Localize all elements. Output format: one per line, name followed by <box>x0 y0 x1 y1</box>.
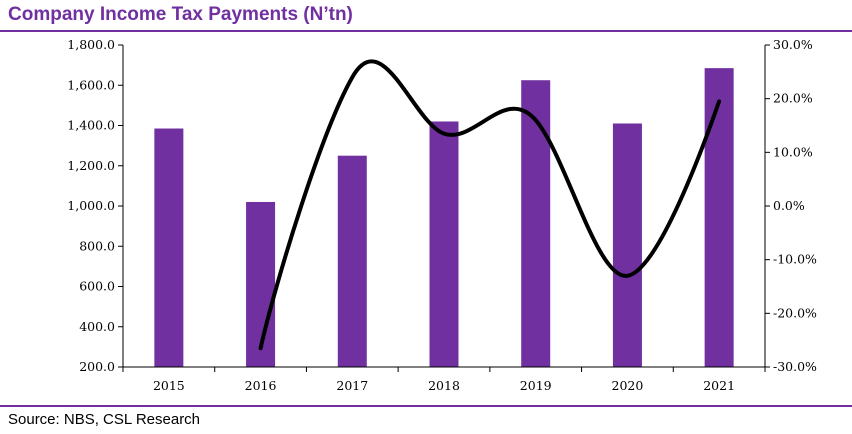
right-tick-label: -20.0% <box>773 305 817 320</box>
left-tick-label: 1,200.0 <box>67 158 115 173</box>
x-tick-label: 2021 <box>703 378 735 393</box>
left-tick-label: 200.0 <box>79 359 115 374</box>
bar-2015 <box>154 128 184 367</box>
x-tick-label: 2017 <box>336 378 368 393</box>
chart-title: Company Income Tax Payments (N’tn) <box>8 4 353 25</box>
growth-line-series <box>258 59 722 351</box>
right-tick-label: -30.0% <box>773 359 817 374</box>
right-tick-label: -10.0% <box>773 252 817 267</box>
left-tick-label: 1,400.0 <box>67 118 115 133</box>
x-tick-label: 2018 <box>428 378 460 393</box>
source-note: Source: NBS, CSL Research <box>8 411 201 428</box>
x-tick-label: 2020 <box>612 378 644 393</box>
left-tick-label: 400.0 <box>79 319 115 334</box>
axes: 200.0 400.0 600.0 800.0 1,000.0 1,200.0 1,400.… <box>67 37 817 393</box>
bar-2018 <box>429 121 459 367</box>
bar-2019 <box>521 80 551 367</box>
right-tick-label: 20.0% <box>773 91 813 106</box>
right-tick-label: 10.0% <box>773 144 813 159</box>
growth-line <box>258 59 722 351</box>
bar-2021 <box>704 68 734 368</box>
left-tick-label: 800.0 <box>79 238 115 253</box>
left-tick-label: 1,000.0 <box>67 198 115 213</box>
bar-series <box>154 68 734 368</box>
x-tick-label: 2015 <box>153 378 185 393</box>
x-tick-label: 2016 <box>245 378 277 393</box>
source-divider <box>0 405 852 407</box>
left-tick-label: 1,600.0 <box>67 77 115 92</box>
bar-2017 <box>337 155 367 367</box>
left-tick-label: 600.0 <box>79 279 115 294</box>
right-tick-label: 30.0% <box>773 37 813 52</box>
left-tick-label: 1,800.0 <box>67 37 115 52</box>
title-divider <box>0 30 852 32</box>
x-tick-label: 2019 <box>520 378 552 393</box>
bar-2020 <box>612 123 642 367</box>
right-tick-label: 0.0% <box>773 198 805 213</box>
